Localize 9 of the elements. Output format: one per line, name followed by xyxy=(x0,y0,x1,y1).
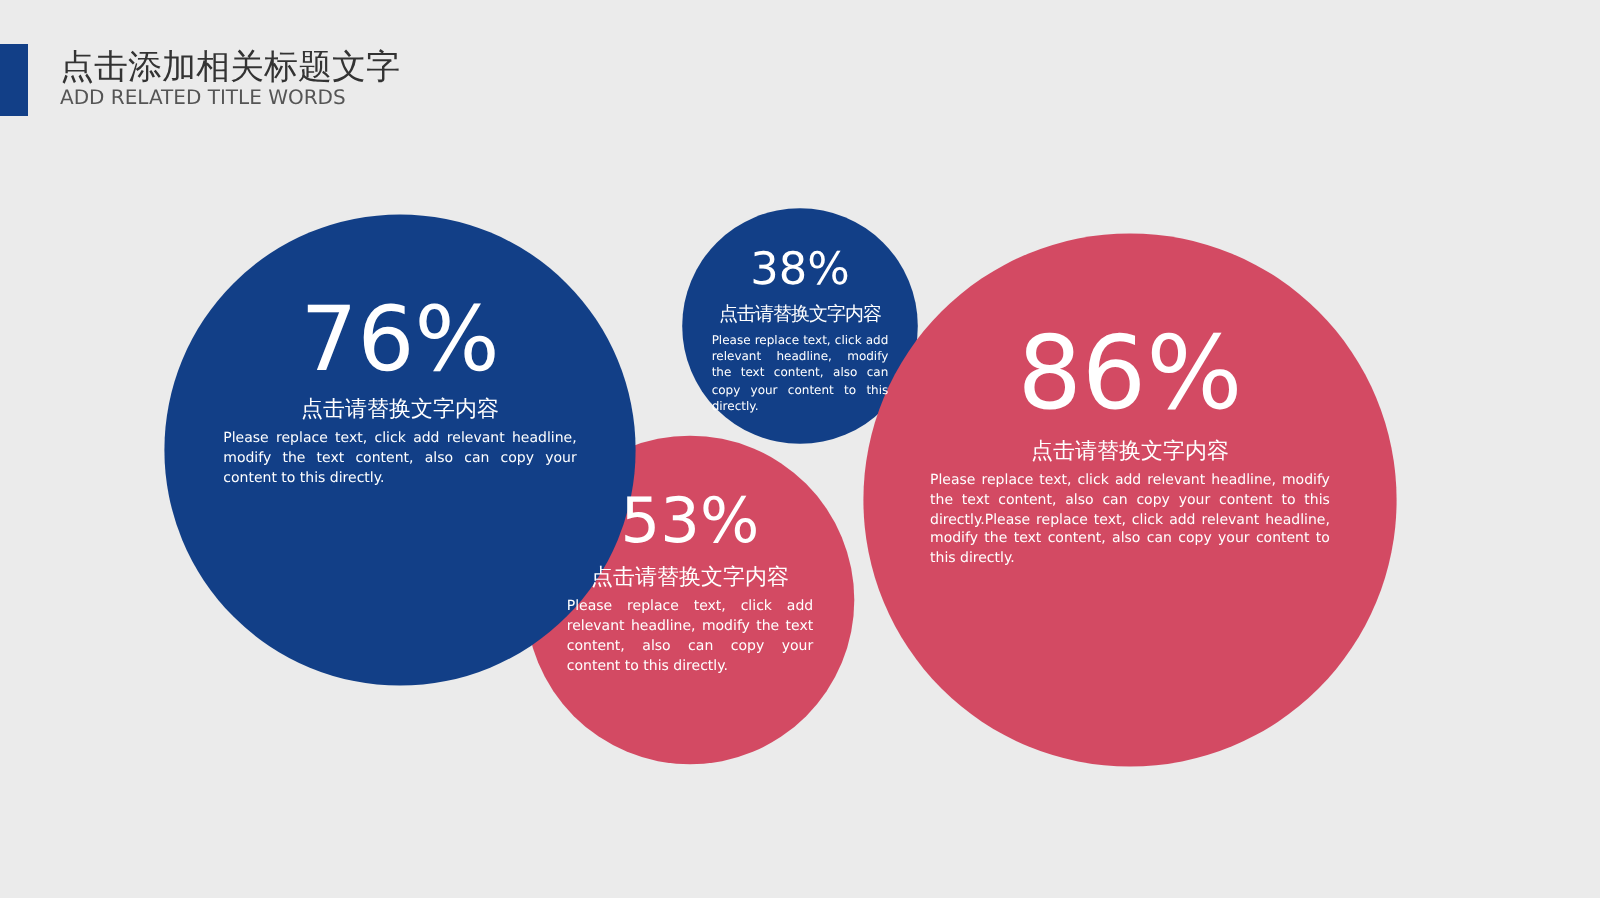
data-label: 76% xyxy=(298,285,502,392)
category-label: 点击请替换文字内容 xyxy=(716,301,883,328)
text: ADD RELATED TITLE WORDS xyxy=(60,88,346,110)
data-label: 53% xyxy=(618,486,762,559)
data-label: 38% xyxy=(748,243,852,296)
category-label: 点击请替换文字内容 xyxy=(1028,436,1231,467)
text: 点击添加相关标题文字 xyxy=(60,46,400,89)
data-label: 86% xyxy=(1015,314,1245,433)
category-label: 点击请替换文字内容 xyxy=(298,394,501,425)
